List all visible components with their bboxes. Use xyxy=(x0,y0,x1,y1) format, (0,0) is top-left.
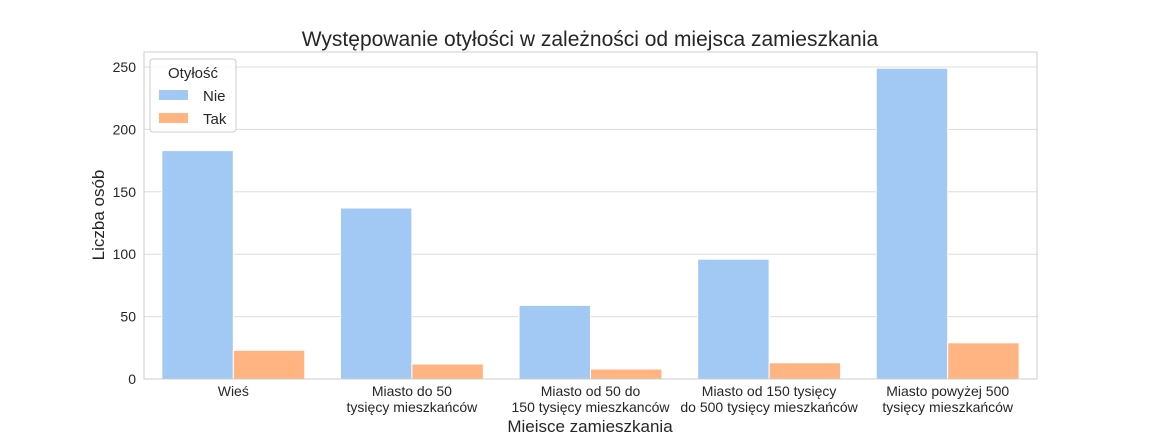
bar-tak-0 xyxy=(232,349,306,380)
x-tick-label: Miasto powyżej 500 tysięcy mieszkańców xyxy=(882,383,1014,415)
x-tick-label: Miasto od 50 do 150 tysięcy mieszkanców xyxy=(512,383,671,415)
y-tick-label: 200 xyxy=(113,121,137,137)
legend-label-tak: Tak xyxy=(203,111,227,128)
y-axis-label: Liczba osób xyxy=(89,170,108,261)
legend: Otyłość Nie Tak xyxy=(149,58,237,133)
x-tick-label: Miasto od 150 tysięcy do 500 tysięcy mies… xyxy=(680,383,858,415)
bar-tak-3 xyxy=(768,362,842,380)
x-tick-label: Wieś xyxy=(218,383,249,399)
bar-tak-1 xyxy=(411,363,484,380)
bar-nie-0 xyxy=(161,150,234,380)
y-tick-label: 0 xyxy=(128,371,136,387)
y-tick-label: 50 xyxy=(120,309,136,325)
y-tick-label: 100 xyxy=(113,246,137,262)
bar-nie-2 xyxy=(518,304,591,380)
legend-swatch-tak xyxy=(159,113,188,123)
legend-swatch-nie xyxy=(159,90,188,100)
legend-title: Otyłość xyxy=(168,65,219,82)
bar-nie-4 xyxy=(875,67,949,380)
bar-nie-3 xyxy=(697,258,770,380)
bar-nie-1 xyxy=(339,207,413,380)
bar-tak-2 xyxy=(590,368,663,380)
x-axis-label: Miejsce zamieszkania xyxy=(507,417,673,432)
legend-label-nie: Nie xyxy=(203,88,226,105)
x-tick-label: Miasto do 50 tysięcy mieszkańców xyxy=(347,383,479,415)
plot-frame xyxy=(143,51,1038,380)
y-tick-label: 250 xyxy=(113,59,137,75)
chart-title: Występowanie otyłości w zależności od mi… xyxy=(302,28,879,51)
y-tick-label: 150 xyxy=(113,184,137,200)
bar-tak-4 xyxy=(947,342,1020,380)
